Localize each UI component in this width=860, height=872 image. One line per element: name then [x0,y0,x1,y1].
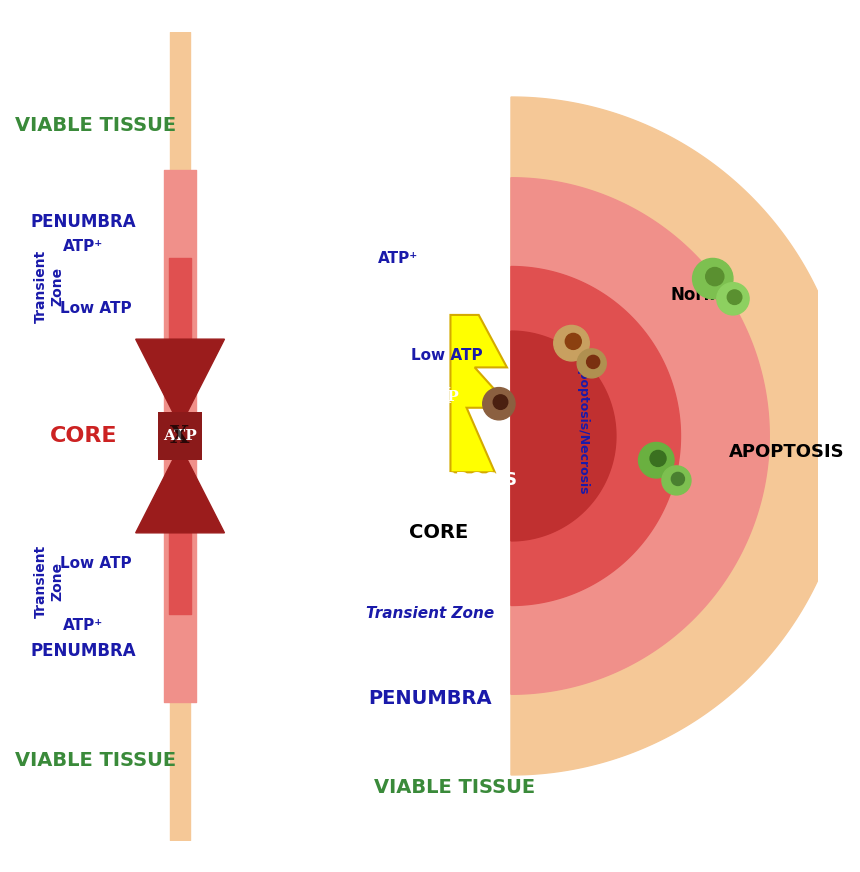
Text: ATP⁺: ATP⁺ [63,239,103,254]
Circle shape [716,283,749,315]
Text: CORE: CORE [50,426,117,446]
Text: APOPTOSIS: APOPTOSIS [729,443,845,461]
Circle shape [650,451,666,467]
Text: Low ATP: Low ATP [59,556,131,571]
Circle shape [662,466,691,495]
Text: X: X [433,386,452,408]
Text: Zone: Zone [51,562,64,601]
Text: VIABLE TISSUE: VIABLE TISSUE [15,116,176,135]
Text: Transient Zone: Transient Zone [366,606,494,621]
Circle shape [638,442,674,478]
Circle shape [692,258,733,299]
Text: PENUMBRA: PENUMBRA [368,689,492,708]
Text: NECROSIS: NECROSIS [415,472,518,489]
Polygon shape [511,331,616,541]
Text: Normal: Normal [671,286,739,303]
Text: PENUMBRA: PENUMBRA [30,643,136,660]
Text: CORE: CORE [408,523,468,542]
Text: VIABLE TISSUE: VIABLE TISSUE [15,751,176,770]
Text: Zone: Zone [51,267,64,306]
Text: VIABLE TISSUE: VIABLE TISSUE [374,778,535,797]
Text: X: X [170,424,190,448]
Circle shape [672,473,685,486]
Circle shape [728,290,742,304]
Polygon shape [511,178,769,694]
Text: ATP⁺: ATP⁺ [63,618,103,633]
Text: ATP: ATP [163,429,197,443]
FancyBboxPatch shape [158,412,202,460]
Circle shape [494,395,507,409]
Circle shape [587,356,599,369]
Text: Low ATP: Low ATP [410,348,482,363]
Text: Apoptosis/Necrosis: Apoptosis/Necrosis [577,361,590,494]
Polygon shape [511,267,680,605]
Text: PENUMBRA: PENUMBRA [30,213,136,231]
Text: Low ATP: Low ATP [59,301,131,316]
Polygon shape [136,446,224,533]
Polygon shape [451,315,511,473]
Circle shape [554,325,589,361]
Polygon shape [511,97,850,775]
Text: Transient: Transient [34,545,48,618]
Text: Transient: Transient [34,250,48,324]
Text: ATP: ATP [426,391,459,405]
Circle shape [706,268,724,286]
Polygon shape [136,339,224,426]
Circle shape [565,333,581,350]
Circle shape [482,387,515,419]
Circle shape [577,349,606,378]
Text: ATP⁺: ATP⁺ [378,251,418,266]
